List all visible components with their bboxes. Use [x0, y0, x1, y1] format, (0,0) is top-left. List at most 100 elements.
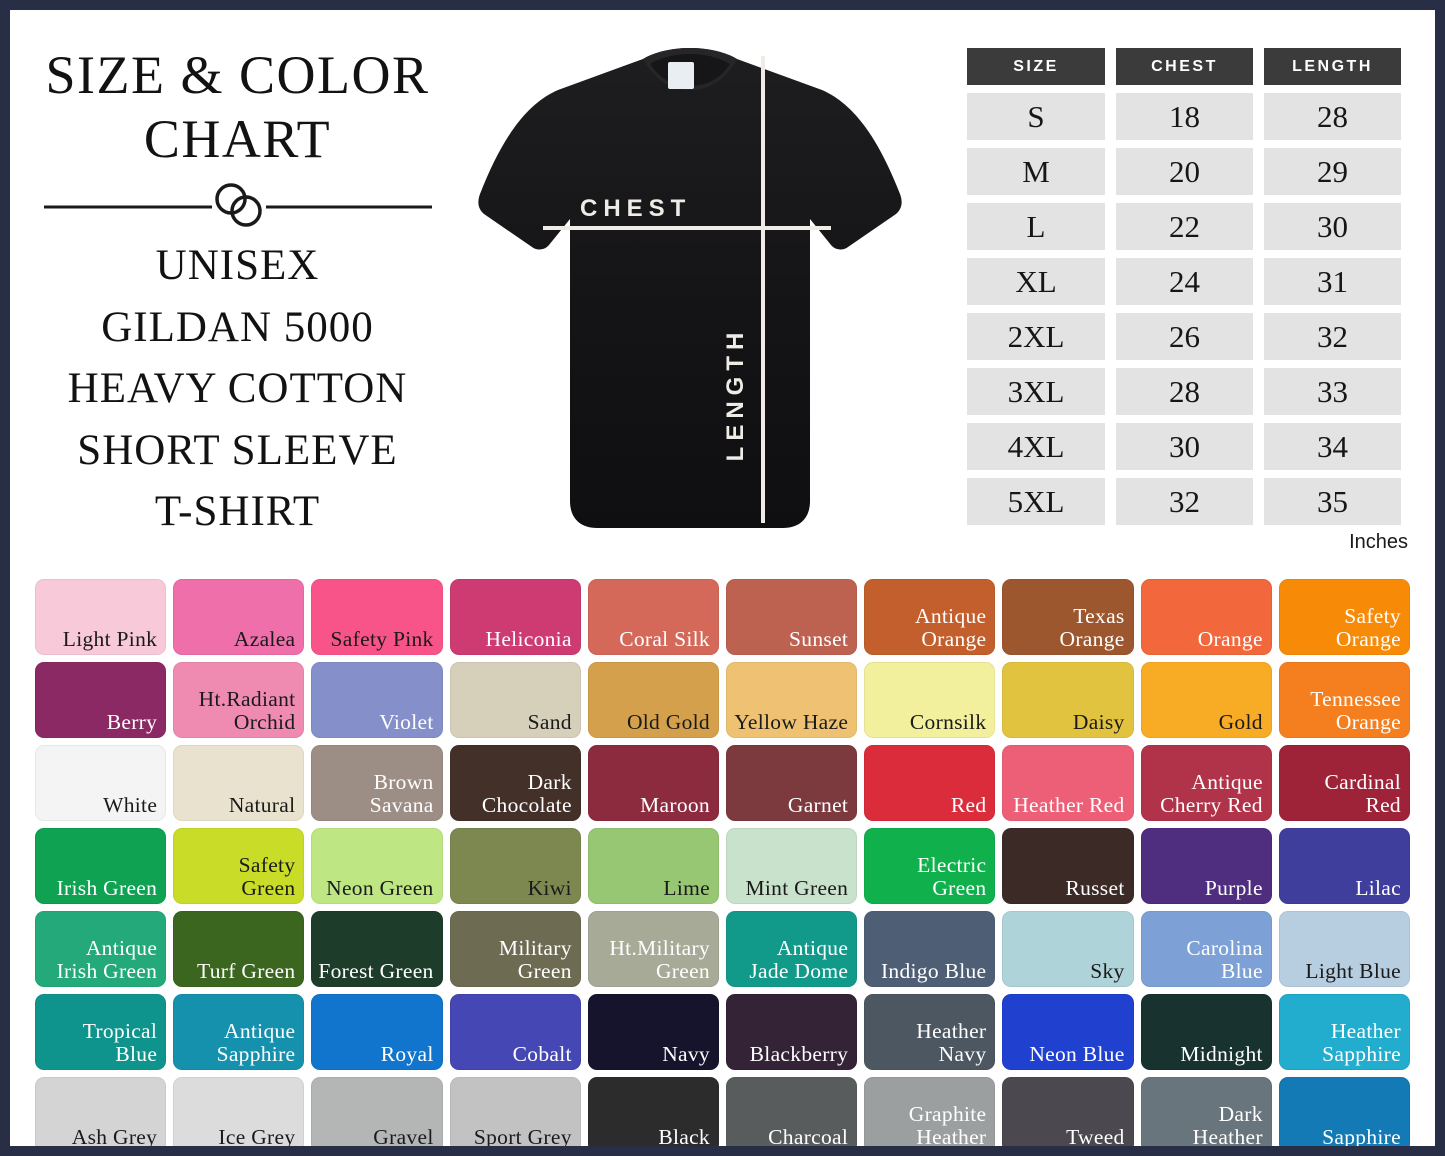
color-swatch-label: Lime	[663, 876, 710, 900]
subtitle-line: SHORT SLEEVE	[77, 426, 398, 474]
color-swatch-label: Navy	[662, 1042, 710, 1066]
color-swatch-electric-green: Electric Green	[864, 828, 996, 904]
color-swatch-azalea: Azalea	[173, 579, 305, 655]
color-swatch-label: Heather Red	[1013, 793, 1125, 817]
color-swatch-label: Purple	[1204, 876, 1263, 900]
unit-note: Inches	[1349, 531, 1408, 553]
color-swatch-label: Antique Sapphire	[216, 1019, 296, 1066]
color-swatch-ash-grey: Ash Grey	[35, 1077, 167, 1146]
color-swatch-midnight: Midnight	[1140, 994, 1272, 1070]
color-swatch-label: Mint Green	[745, 876, 849, 900]
subtitle-line: UNISEX	[155, 242, 320, 290]
color-swatch-violet: Violet	[311, 662, 443, 738]
color-swatch-turf-green: Turf Green	[173, 911, 305, 987]
color-swatch-daisy: Daisy	[1002, 662, 1134, 738]
color-swatch-forest-green: Forest Green	[311, 911, 443, 987]
color-swatch-label: Tweed	[1066, 1125, 1125, 1149]
color-swatch-label: Sky	[1090, 959, 1125, 983]
color-swatch-label: Charcoal	[768, 1125, 849, 1149]
top-section: SIZE & COLOR CHART UNISEX GILDAN 5000 HE…	[35, 22, 1410, 570]
color-swatch-purple: Purple	[1140, 828, 1272, 904]
color-swatch-label: Tropical Blue	[82, 1019, 158, 1066]
color-swatch-label: Orange	[1197, 627, 1263, 651]
color-swatch-ht-radiant-orchid: Ht.Radiant Orchid	[173, 662, 305, 738]
color-swatch-heather-red: Heather Red	[1002, 745, 1134, 821]
page-title-line1: SIZE & COLOR	[45, 45, 430, 105]
color-swatch-russet: Russet	[1002, 828, 1134, 904]
color-swatch-mint-green: Mint Green	[725, 828, 858, 904]
color-swatch-label: Texas Orange	[1059, 604, 1125, 651]
color-swatch-label: Garnet	[787, 793, 849, 817]
color-grid: Light Pink Azalea Safety Pink Heliconia Cora…	[35, 579, 1410, 1149]
length-label: LENGTH	[722, 327, 749, 462]
size-table-cell-size: L	[967, 203, 1105, 250]
chest-label: CHEST	[580, 195, 691, 222]
color-swatch-kiwi: Kiwi	[449, 828, 581, 904]
color-swatch-label: Carolina Blue	[1186, 936, 1263, 983]
color-swatch-label: Lilac	[1355, 876, 1401, 900]
color-swatch-label: Safety Pink	[330, 627, 434, 651]
color-swatch-cornsilk: Cornsilk	[864, 662, 996, 738]
color-swatch-tweed: Tweed	[1002, 1077, 1134, 1149]
color-swatch-label: Berry	[106, 710, 158, 734]
color-swatch-neon-blue: Neon Blue	[1002, 994, 1134, 1070]
color-swatch-label: Sunset	[789, 627, 849, 651]
color-swatch-carolina-blue: Carolina Blue	[1140, 911, 1272, 987]
color-swatch-label: Dark Chocolate	[481, 770, 572, 817]
color-swatch-label: Ht.Military Green	[609, 936, 710, 983]
color-swatch-ice-grey: Ice Grey	[173, 1077, 305, 1146]
size-table-cell-chest: 30	[1116, 423, 1253, 470]
color-swatch-military-green: Military Green	[449, 911, 581, 987]
size-table-cell-length: 31	[1264, 258, 1401, 305]
product-subtitle: UNISEX GILDAN 5000 HEAVY COTTON SHORT SL…	[35, 235, 440, 542]
color-swatch-label: Forest Green	[318, 959, 434, 983]
color-swatch-label: Irish Green	[56, 876, 158, 900]
color-swatch-label: Cobalt	[512, 1042, 572, 1066]
size-table-header-chest: CHEST	[1116, 48, 1253, 85]
color-swatch-coral-silk: Coral Silk	[587, 579, 719, 655]
color-swatch-label: Antique Orange	[915, 604, 987, 651]
color-swatch-light-blue: Light Blue	[1278, 911, 1410, 987]
color-swatch-antique-jade-dome: Antique Jade Dome	[725, 911, 858, 987]
color-swatch-lilac: Lilac	[1278, 828, 1410, 904]
size-table-cell-size: 5XL	[967, 478, 1105, 525]
color-swatch-label: Yellow Haze	[734, 710, 849, 734]
color-swatch-label: Heather Sapphire	[1322, 1019, 1401, 1066]
size-table-cell-length: 33	[1264, 368, 1401, 415]
color-swatch-label: Coral Silk	[619, 627, 710, 651]
color-swatch-label: Neon Blue	[1029, 1042, 1125, 1066]
size-table-cell-chest: 20	[1116, 148, 1253, 195]
color-swatch-heather-navy: Heather Navy	[864, 994, 996, 1070]
color-swatch-heliconia: Heliconia	[449, 579, 581, 655]
tshirt-svg: CHEST LENGTH	[478, 48, 902, 528]
color-swatch-label: Sand	[527, 710, 572, 734]
title-block: SIZE & COLOR CHART UNISEX GILDAN 5000 HE…	[35, 22, 440, 570]
color-swatch-label: Light Pink	[62, 627, 158, 651]
color-swatch-royal: Royal	[311, 994, 443, 1070]
color-swatch-irish-green: Irish Green	[35, 828, 167, 904]
color-swatch-berry: Berry	[35, 662, 167, 738]
color-swatch-label: Midnight	[1180, 1042, 1263, 1066]
color-swatch-natural: Natural	[173, 745, 305, 821]
color-swatch-white: White	[35, 745, 167, 821]
color-swatch-label: Heather Navy	[916, 1019, 987, 1066]
subtitle-line: T-SHIRT	[154, 488, 321, 536]
color-swatch-lime: Lime	[587, 828, 719, 904]
size-table-cell-size: M	[967, 148, 1105, 195]
color-swatch-texas-orange: Texas Orange	[1002, 579, 1134, 655]
size-table-cell-length: 30	[1264, 203, 1401, 250]
color-swatch-tennessee-orange: Tennessee Orange	[1278, 662, 1410, 738]
decorative-divider	[43, 183, 432, 228]
size-table-cell-chest: 28	[1116, 368, 1253, 415]
color-swatch-label: Graphite Heather	[908, 1102, 987, 1149]
color-swatch-label: Antique Cherry Red	[1160, 770, 1263, 817]
size-table-cell-chest: 22	[1116, 203, 1253, 250]
color-swatch-label: Light Blue	[1305, 959, 1401, 983]
color-swatch-garnet: Garnet	[725, 745, 858, 821]
color-swatch-tropical-blue: Tropical Blue	[35, 994, 167, 1070]
size-table-cell-size: 4XL	[967, 423, 1105, 470]
size-table-block: SIZE CHEST LENGTH S 18 28 M 20 29 L 22 30 XL 24 31 2…	[945, 22, 1410, 570]
page-title-line2: CHART	[143, 108, 332, 169]
color-swatch-sand: Sand	[449, 662, 581, 738]
color-swatch-label: Royal	[380, 1042, 434, 1066]
